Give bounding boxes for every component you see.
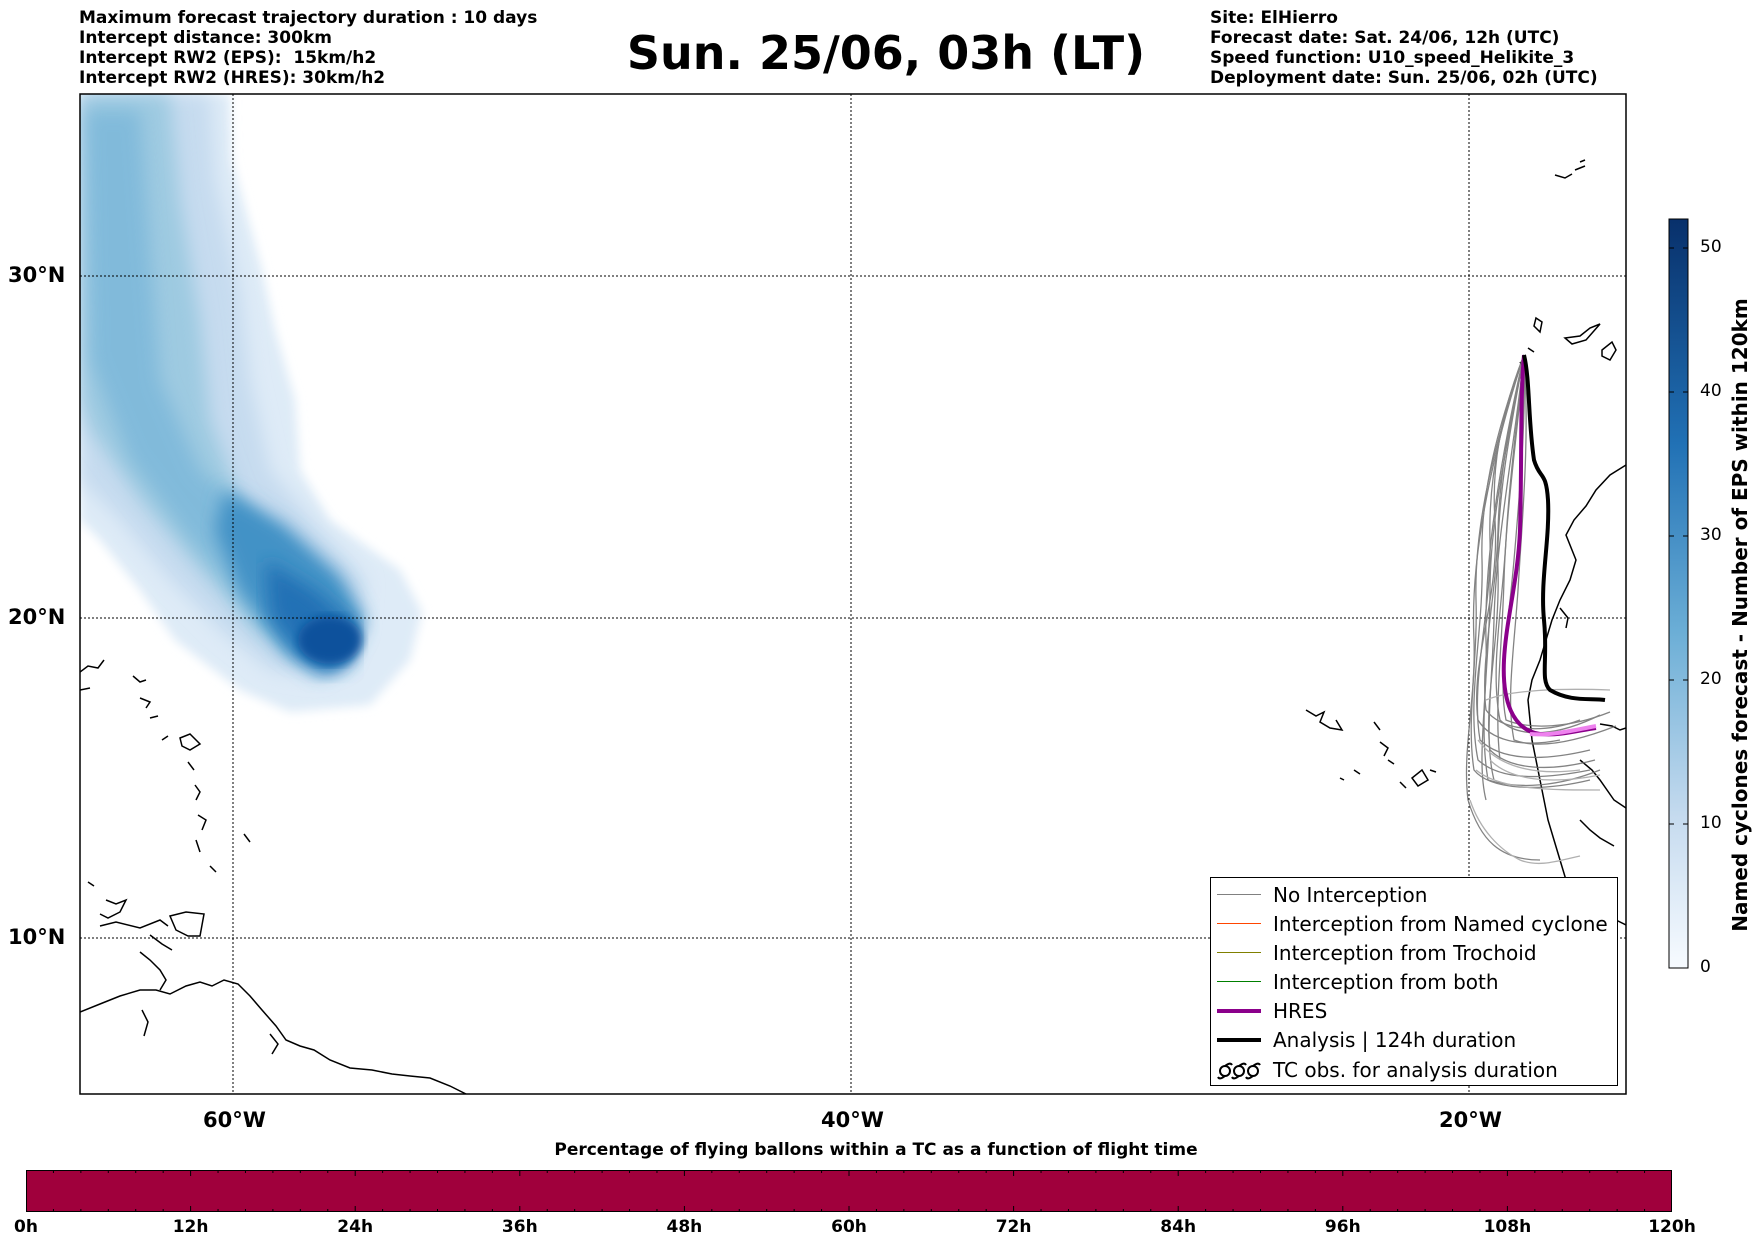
percentage-bar-tick-label: 48h	[666, 1217, 703, 1237]
colorbar	[1668, 218, 1689, 969]
legend-item-analysis: Analysis | 124h duration	[1217, 1027, 1516, 1053]
lat-label-20n: 20°N	[8, 605, 66, 629]
percentage-bar-tick-label: 24h	[337, 1217, 374, 1237]
cyclone-density-field	[80, 94, 422, 712]
page-title: Sun. 25/06, 03h (LT)	[626, 26, 1146, 80]
lat-label-30n: 30°N	[8, 263, 66, 287]
intercept-eps-text: Intercept RW2 (EPS): 15km/h2	[79, 48, 377, 68]
percentage-bar-tick-label: 108h	[1483, 1217, 1532, 1237]
legend-item-trochoid: Interception from Trochoid	[1217, 940, 1537, 966]
percentage-bar-tick-label: 0h	[14, 1217, 38, 1237]
legend-item-both: Interception from both	[1217, 969, 1499, 995]
percentage-bar-tick-label: 12h	[172, 1217, 209, 1237]
percentage-bar-tick-label: 96h	[1324, 1217, 1361, 1237]
map-area	[80, 94, 1626, 1094]
percentage-bar-tick-label: 60h	[831, 1217, 867, 1237]
colorbar-tick-label: 10	[1700, 813, 1722, 833]
site-text: Site: ElHierro	[1210, 8, 1338, 28]
colorbar-title: Named cyclones forecast - Number of EPS …	[1728, 298, 1752, 932]
analysis-track	[1522, 354, 1606, 702]
legend-label: Analysis | 124h duration	[1273, 1028, 1517, 1052]
header-right: Site: ElHierro Forecast date: Sat. 24/06…	[1210, 8, 1598, 88]
lon-label-60w: 60°W	[203, 1108, 266, 1132]
colorbar-tick-label: 40	[1700, 381, 1722, 401]
percentage-bar-tick-label: 36h	[501, 1217, 538, 1237]
colorbar-tick-label: 50	[1700, 237, 1722, 257]
tc-symbol-icon	[1217, 1062, 1261, 1080]
percentage-bar-tick-label: 84h	[1160, 1217, 1197, 1237]
percentage-bar-ticks	[26, 1170, 1672, 1212]
deployment-date-text: Deployment date: Sun. 25/06, 02h (UTC)	[1210, 68, 1598, 88]
percentage-bar-title: Percentage of flying ballons within a TC…	[554, 1140, 1198, 1160]
forecast-date-text: Forecast date: Sat. 24/06, 12h (UTC)	[1210, 28, 1560, 48]
coastline-east	[1305, 159, 1626, 926]
max-duration-text: Maximum forecast trajectory duration : 1…	[79, 8, 538, 28]
colorbar-ticks	[1669, 247, 1688, 969]
legend-label: No Interception	[1273, 883, 1428, 907]
colorbar-tick-label: 0	[1700, 957, 1711, 977]
legend-label: Interception from Named cyclone	[1273, 912, 1608, 936]
legend-label: HRES	[1273, 999, 1328, 1023]
eps-trajectories-late	[1469, 688, 1611, 864]
lon-label-40w: 40°W	[821, 1108, 884, 1132]
intercept-hres-text: Intercept RW2 (HRES): 30km/h2	[79, 68, 386, 88]
legend-item-named-cyclone: Interception from Named cyclone	[1217, 911, 1608, 937]
speed-function-text: Speed function: U10_speed_Helikite_3	[1210, 48, 1575, 68]
legend-item-hres: HRES	[1217, 998, 1327, 1024]
legend-item-no-interception: No Interception	[1217, 882, 1427, 908]
legend-label: TC obs. for analysis duration	[1273, 1058, 1558, 1082]
lat-label-10n: 10°N	[8, 925, 66, 949]
header-left: Maximum forecast trajectory duration : 1…	[79, 8, 537, 88]
legend-item-tc-obs: TC obs. for analysis duration	[1217, 1057, 1558, 1083]
intercept-distance-text: Intercept distance: 300km	[79, 28, 332, 48]
map-legend: No Interception Interception from Named …	[1210, 877, 1618, 1086]
map-frame	[79, 93, 1627, 1095]
hres-track-tail	[1529, 724, 1597, 737]
legend-label: Interception from both	[1273, 970, 1499, 994]
eps-trajectories	[1465, 354, 1617, 861]
colorbar-tick-label: 30	[1700, 525, 1722, 545]
percentage-bar-tick-label: 72h	[995, 1217, 1032, 1237]
colorbar-tick-label: 20	[1700, 669, 1722, 689]
percentage-bar-tick-label: 120h	[1648, 1217, 1696, 1237]
lon-label-20w: 20°W	[1439, 1108, 1502, 1132]
coastline-west	[80, 659, 467, 1094]
legend-label: Interception from Trochoid	[1273, 941, 1537, 965]
